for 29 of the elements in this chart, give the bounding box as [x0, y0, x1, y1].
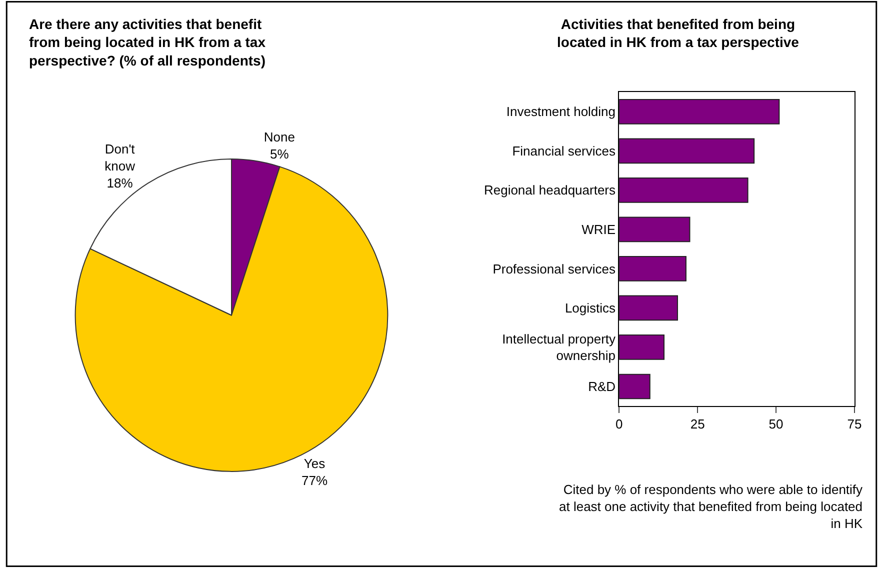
bar [619, 98, 780, 124]
bar [619, 334, 665, 360]
slice-label: Don't know [104, 142, 136, 174]
slice-label: Yes [304, 456, 326, 472]
x-tick-label: 75 [847, 416, 862, 432]
y-tick-label: Logistics [564, 300, 616, 316]
slice-label: None [264, 129, 295, 144]
y-tick-label: Investment holding [506, 104, 616, 120]
x-tick-label: 25 [690, 416, 705, 432]
text: Cited by % of respondents who were able to identify at least one activity that benefited from being located in HK [559, 482, 864, 531]
x-tick-label: 50 [768, 416, 784, 432]
bar [619, 216, 690, 242]
bar [619, 256, 686, 282]
bar [619, 178, 748, 203]
y-tick-label: Intellectual property ownership [502, 331, 616, 364]
y-tick-label: Regional headquarters [484, 182, 616, 198]
bar [619, 374, 650, 400]
bar [619, 138, 755, 164]
bar [619, 295, 678, 321]
chart-title: Are there any activities that benefit from being located in HK from a tax perspective? (% of all respondents) [29, 16, 266, 68]
data-label: 18% [106, 175, 134, 190]
x-tick-label: 0 [616, 416, 623, 432]
data-label: 5% [270, 146, 290, 162]
y-tick-label: WRIE [582, 222, 616, 237]
y-tick-label: Professional services [492, 261, 616, 276]
y-tick-label: Financial services [512, 143, 616, 158]
data-label: 77% [302, 472, 328, 488]
y-tick-label: R&D [588, 379, 616, 394]
chart-title: Activities that benefited from being located in HK from a tax perspective [557, 16, 800, 50]
